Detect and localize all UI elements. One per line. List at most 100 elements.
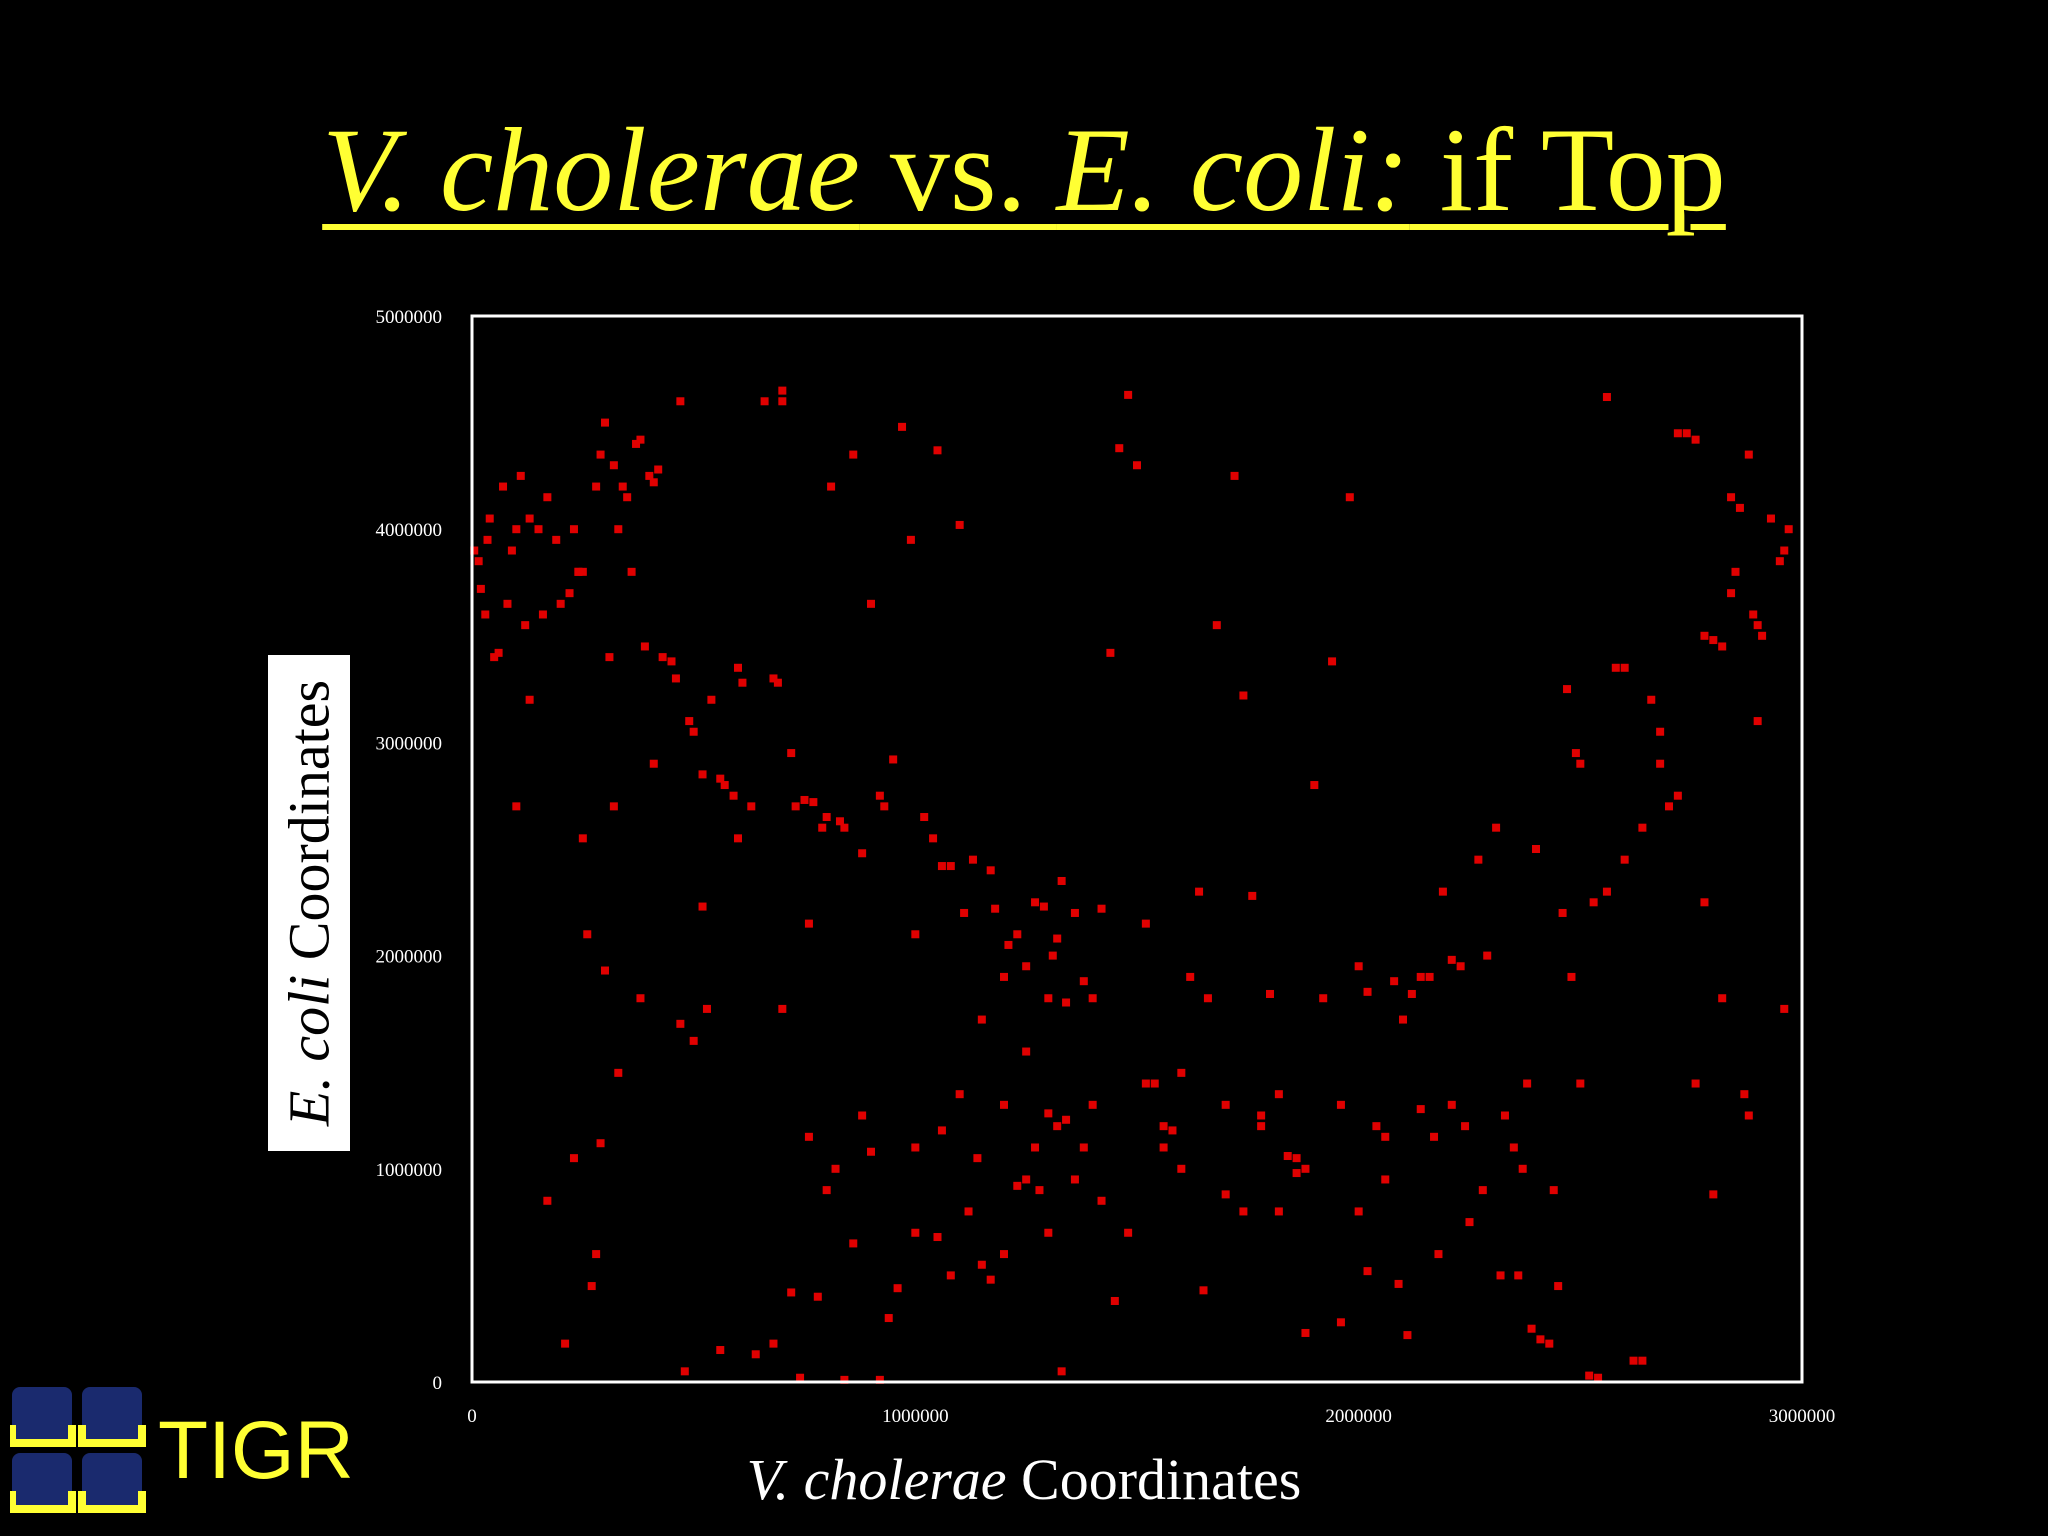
- data-point: [1044, 1109, 1053, 1118]
- data-point: [1292, 1169, 1301, 1178]
- data-point: [1709, 636, 1718, 645]
- data-point: [1274, 1090, 1283, 1099]
- data-point: [476, 584, 485, 593]
- data-point: [1656, 759, 1665, 768]
- data-point: [1186, 972, 1195, 981]
- data-point: [702, 1004, 711, 1013]
- data-point: [1492, 823, 1501, 832]
- data-point: [1766, 514, 1775, 523]
- data-point: [640, 642, 649, 651]
- data-point: [858, 849, 867, 858]
- data-point: [1372, 1122, 1381, 1131]
- data-point: [1731, 567, 1740, 576]
- data-point: [474, 557, 483, 566]
- data-point: [525, 514, 534, 523]
- data-point: [1013, 930, 1022, 939]
- data-point: [778, 386, 787, 395]
- data-point: [1416, 972, 1425, 981]
- data-point: [609, 802, 618, 811]
- data-point: [818, 823, 827, 832]
- data-point: [1447, 955, 1456, 964]
- x-axis-label-italic: V. cholerae: [746, 1447, 1007, 1512]
- data-point: [1665, 802, 1673, 811]
- data-point: [1744, 450, 1753, 459]
- data-point: [592, 482, 601, 491]
- data-point: [1545, 1339, 1554, 1348]
- data-point: [1336, 1318, 1345, 1327]
- data-point: [1434, 1250, 1443, 1259]
- data-point: [734, 834, 742, 843]
- data-point: [623, 493, 632, 502]
- data-point: [1425, 972, 1434, 981]
- data-point: [587, 1282, 596, 1291]
- tigr-logo-icon: [10, 1387, 146, 1513]
- data-point: [1328, 657, 1337, 666]
- data-point: [601, 418, 609, 427]
- y-tick-label: 3000000: [376, 733, 443, 754]
- y-axis-label: E. coli Coordinates: [276, 680, 343, 1126]
- data-point: [658, 653, 667, 662]
- data-point: [893, 1284, 902, 1293]
- data-point: [516, 471, 525, 480]
- data-point: [1514, 1271, 1523, 1280]
- data-point: [1465, 1218, 1474, 1227]
- data-point: [1088, 1100, 1097, 1109]
- data-point: [1673, 791, 1682, 800]
- data-point: [1257, 1122, 1266, 1131]
- data-point: [1532, 845, 1540, 853]
- data-point: [1354, 962, 1363, 971]
- data-point: [796, 1373, 805, 1382]
- data-point: [875, 1375, 884, 1384]
- data-point: [778, 1004, 787, 1013]
- data-point: [1407, 989, 1416, 998]
- data-point: [778, 397, 787, 406]
- data-point: [1558, 908, 1567, 917]
- data-point: [578, 834, 587, 843]
- data-point: [1013, 1181, 1022, 1190]
- data-point: [636, 435, 645, 444]
- data-point: [1062, 1115, 1071, 1124]
- data-point: [804, 919, 813, 928]
- data-point: [1447, 1100, 1456, 1109]
- data-point: [1620, 663, 1629, 672]
- data-point: [667, 657, 676, 666]
- data-point: [840, 823, 849, 832]
- data-point: [1753, 717, 1762, 726]
- data-point: [1000, 1250, 1008, 1259]
- data-point: [1518, 1164, 1527, 1173]
- data-point: [1394, 1279, 1403, 1288]
- data-point: [1758, 631, 1767, 640]
- data-point: [1523, 1079, 1532, 1088]
- data-point: [1177, 1164, 1186, 1173]
- data-point: [1133, 461, 1141, 470]
- data-point: [960, 908, 969, 917]
- data-point: [507, 546, 516, 555]
- data-point: [1691, 1079, 1700, 1088]
- data-point: [569, 525, 578, 534]
- data-point: [1212, 621, 1221, 630]
- data-point: [1354, 1207, 1363, 1216]
- data-point: [1727, 493, 1736, 502]
- data-point: [773, 678, 782, 687]
- data-point: [614, 1068, 623, 1077]
- data-point: [1097, 1196, 1106, 1205]
- data-point: [512, 802, 521, 811]
- logo-text: TIGR: [158, 1405, 354, 1496]
- data-point: [1399, 1015, 1407, 1024]
- data-point: [1691, 435, 1700, 444]
- data-point: [521, 621, 530, 630]
- data-point: [747, 802, 756, 811]
- data-point: [1780, 1004, 1789, 1013]
- data-point: [1345, 493, 1354, 502]
- data-point: [800, 795, 809, 804]
- data-point: [760, 397, 769, 406]
- data-point: [1000, 972, 1008, 981]
- data-point: [627, 567, 636, 576]
- data-point: [986, 1275, 995, 1284]
- data-point: [1057, 1367, 1066, 1376]
- data-point: [1239, 1207, 1248, 1216]
- data-point: [955, 1090, 964, 1099]
- data-point: [1536, 1335, 1545, 1344]
- data-point: [561, 1339, 570, 1348]
- data-point: [827, 482, 836, 491]
